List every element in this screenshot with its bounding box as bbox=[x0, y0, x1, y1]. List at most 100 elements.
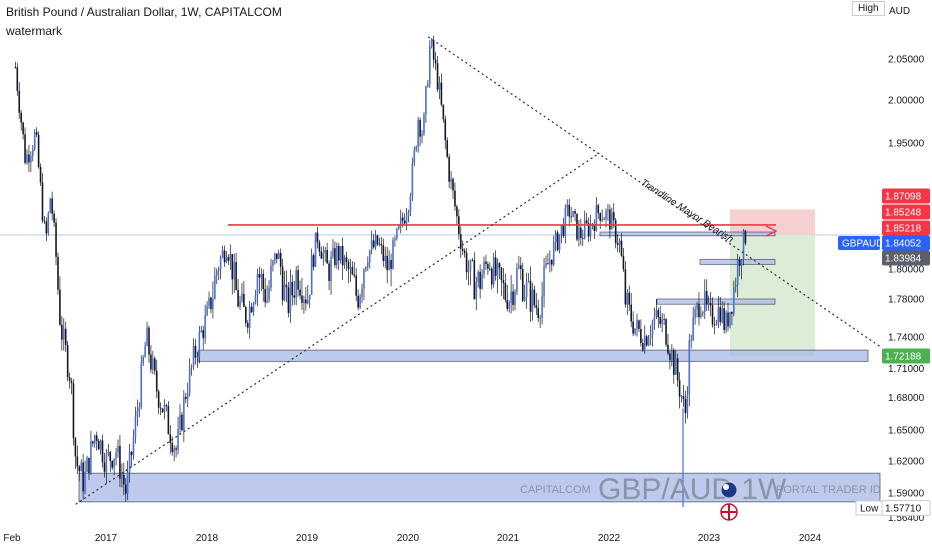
candle-body bbox=[556, 232, 559, 251]
candle-body bbox=[254, 295, 257, 304]
candle bbox=[630, 292, 632, 328]
candle-body bbox=[223, 250, 226, 263]
candle bbox=[415, 145, 418, 152]
candle-body bbox=[384, 255, 387, 262]
candle bbox=[725, 310, 727, 334]
candle bbox=[694, 305, 696, 325]
candle bbox=[463, 248, 466, 258]
candle bbox=[729, 311, 731, 329]
candle bbox=[376, 234, 379, 246]
price-badge bbox=[882, 235, 930, 251]
candle bbox=[407, 209, 410, 223]
candle-body bbox=[198, 331, 201, 357]
candle-body bbox=[130, 451, 133, 455]
candle bbox=[454, 182, 456, 211]
candle bbox=[268, 280, 270, 303]
candle bbox=[276, 253, 278, 264]
candle-body bbox=[713, 324, 716, 326]
y-tick-label: 2.05000 bbox=[888, 55, 925, 66]
candle bbox=[70, 377, 73, 395]
candle-body bbox=[16, 67, 19, 91]
candle bbox=[390, 253, 392, 287]
price-badge-value: 1.84052 bbox=[885, 239, 922, 250]
candle-body bbox=[332, 248, 334, 257]
candle bbox=[703, 279, 706, 320]
candle bbox=[64, 321, 67, 352]
time-axis[interactable]: Feb 2017 2018 2019 2020 2021 2022 2023 2024 bbox=[3, 533, 821, 544]
candle bbox=[219, 255, 222, 280]
candle-body bbox=[630, 304, 632, 322]
candle-body bbox=[581, 237, 584, 239]
candle-body bbox=[398, 225, 400, 229]
candle-body bbox=[578, 227, 580, 240]
candle-body bbox=[212, 298, 214, 310]
candle-body bbox=[715, 323, 718, 326]
stop-loss-zone bbox=[730, 209, 815, 235]
candle bbox=[709, 291, 712, 317]
candle-body bbox=[568, 204, 571, 217]
candle-body bbox=[547, 263, 549, 265]
candle-body bbox=[709, 302, 712, 306]
candle bbox=[647, 334, 650, 347]
candle bbox=[483, 256, 485, 279]
candle-body bbox=[179, 414, 181, 430]
candle-body bbox=[593, 225, 596, 231]
candle-body bbox=[53, 213, 55, 223]
x-tick-label: 2021 bbox=[497, 533, 520, 544]
candle bbox=[707, 295, 710, 311]
candle-body bbox=[475, 281, 478, 300]
candle-body bbox=[365, 266, 367, 270]
candle bbox=[434, 51, 437, 71]
candle bbox=[210, 296, 212, 314]
price-axis[interactable]: 2.05000 2.00000 1.95000 1.80000 1.78000 1.740… bbox=[888, 55, 925, 525]
candle bbox=[421, 129, 423, 144]
candle-body bbox=[117, 446, 119, 453]
candle-body bbox=[66, 344, 69, 378]
candle-body bbox=[47, 212, 50, 234]
candle bbox=[576, 213, 578, 242]
candle-body bbox=[287, 287, 290, 313]
candle-body bbox=[702, 312, 704, 314]
candle-body bbox=[446, 140, 449, 157]
candle-body bbox=[525, 281, 528, 298]
candle-body bbox=[599, 213, 602, 221]
drawing-lines bbox=[75, 36, 882, 505]
x-tick-label: 2020 bbox=[397, 533, 420, 544]
candle bbox=[459, 226, 462, 259]
candle-body bbox=[128, 451, 131, 473]
candle-body bbox=[57, 256, 59, 290]
candle-body bbox=[214, 275, 216, 299]
candle-body bbox=[70, 380, 73, 384]
candle bbox=[53, 210, 55, 228]
candle-body bbox=[516, 268, 518, 292]
candle-body bbox=[155, 370, 158, 392]
candle bbox=[136, 399, 139, 427]
price-badge-value: 1.83984 bbox=[885, 254, 922, 265]
candle bbox=[682, 384, 685, 408]
candle-body bbox=[684, 399, 687, 414]
candle bbox=[537, 299, 540, 323]
candle bbox=[612, 203, 615, 228]
candle-body bbox=[167, 406, 170, 435]
candle-body bbox=[632, 321, 634, 334]
candle-body bbox=[186, 393, 189, 399]
candle bbox=[527, 273, 530, 283]
candle bbox=[593, 219, 596, 240]
candle-body bbox=[514, 291, 516, 305]
candle bbox=[306, 285, 309, 305]
candle-body bbox=[78, 466, 81, 472]
candle bbox=[308, 294, 311, 309]
candle bbox=[202, 325, 205, 350]
candle-body bbox=[221, 250, 224, 258]
high-label: High bbox=[852, 1, 885, 16]
candle-body bbox=[634, 328, 636, 334]
candle bbox=[626, 289, 629, 316]
x-tick-label: 2023 bbox=[698, 533, 721, 544]
candle bbox=[353, 262, 356, 278]
candle bbox=[312, 253, 315, 271]
candle-body bbox=[219, 257, 222, 269]
candle-body bbox=[237, 290, 239, 307]
candle-body bbox=[308, 294, 311, 300]
candle bbox=[330, 250, 332, 295]
